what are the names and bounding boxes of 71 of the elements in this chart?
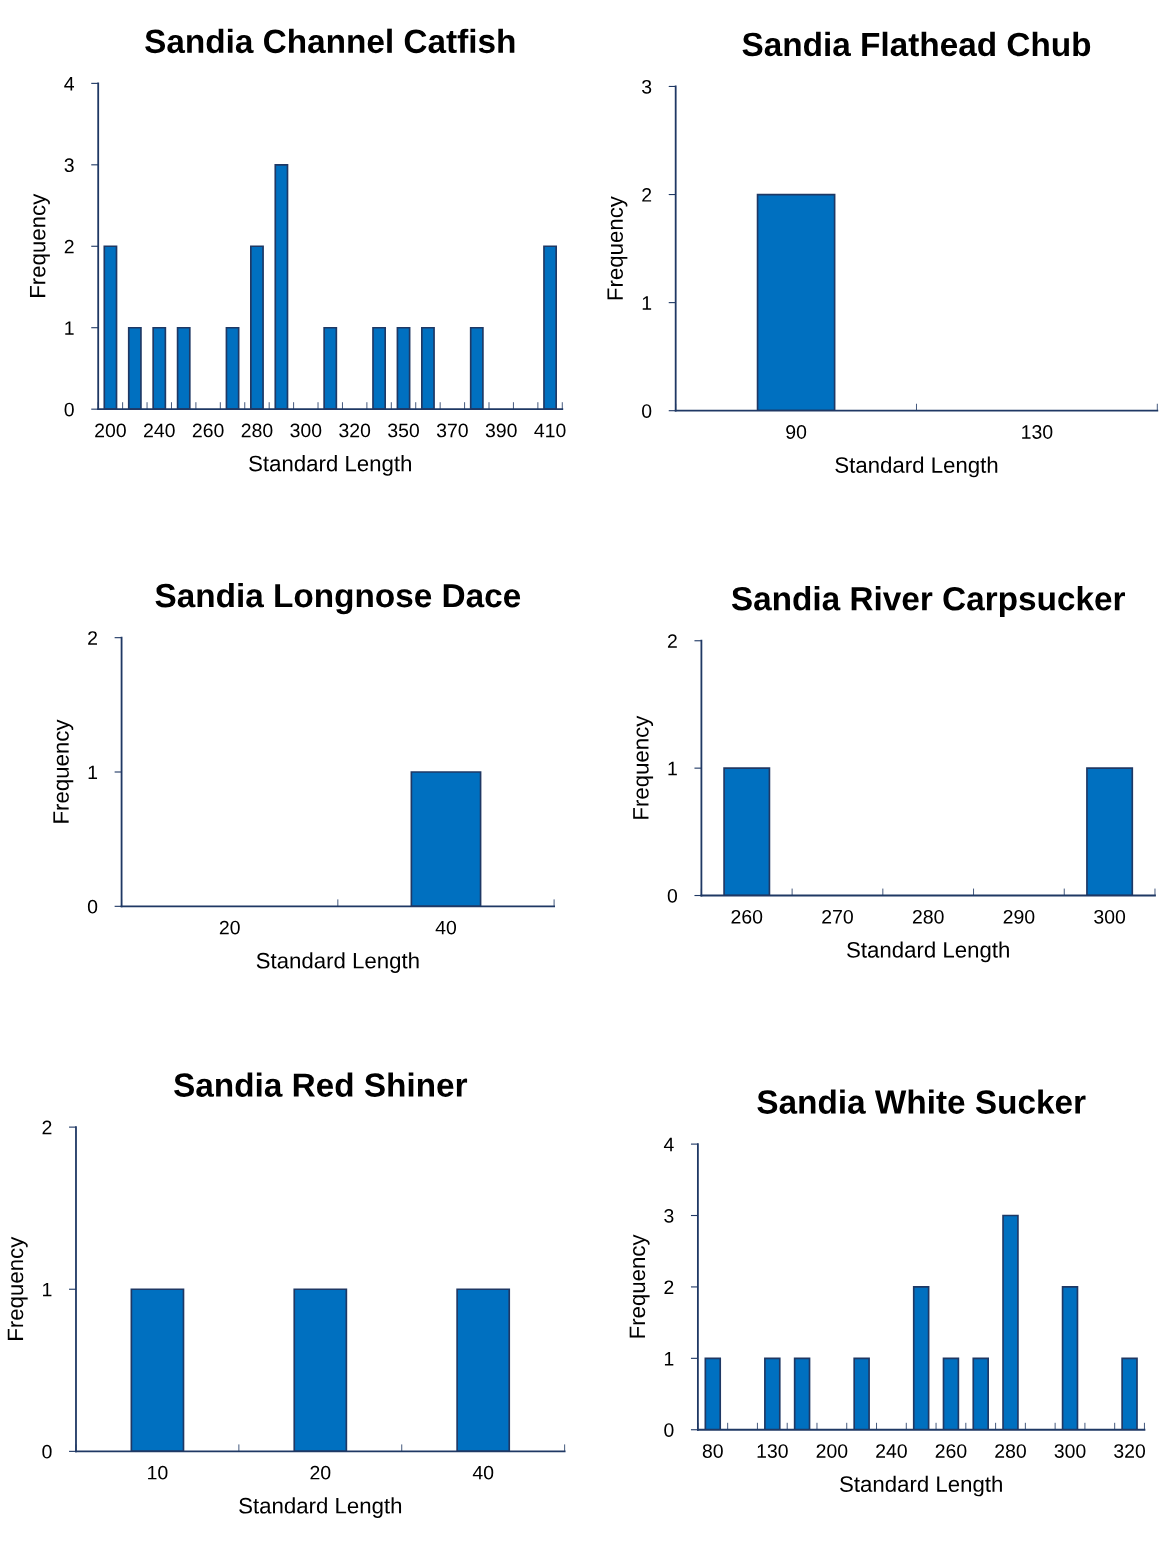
x-tick-label: 300 [1094,909,1126,924]
x-tick-label: 260 [731,909,763,924]
y-tick-label: 1 [668,761,677,776]
x-tick-label: 270 [822,909,853,924]
y-tick-label: 0 [664,1423,674,1437]
y-tick-label: 2 [642,188,652,202]
x-tick-label: 240 [876,1444,907,1458]
y-tick-label: 0 [42,1444,52,1459]
x-tick-label: 130 [1022,425,1053,439]
x-tick-label: 410 [534,423,566,438]
x-axis-title: Standard Length [256,952,419,973]
chart-title: Sandia Longnose Dace [155,582,521,615]
y-axis-title: Frequency [629,1234,650,1338]
x-tick-label: 300 [1054,1444,1086,1458]
x-tick-label: 20 [219,920,240,935]
x-axis-title: Standard Length [835,456,998,478]
y-tick-label: 2 [42,1120,52,1135]
y-tick-label: 1 [664,1352,674,1366]
x-axis-title: Standard Length [840,1475,1002,1497]
x-tick-label: 200 [95,423,126,438]
y-tick-label: 4 [64,77,75,91]
x-tick-label: 300 [290,423,322,438]
x-tick-label: 290 [1003,909,1035,924]
y-tick-label: 0 [667,888,678,903]
x-tick-label: 40 [435,920,457,935]
x-tick-label: 390 [485,423,517,438]
y-tick-label: 1 [642,296,652,310]
y-axis-title: Frequency [29,193,50,297]
x-tick-label: 320 [1114,1444,1146,1458]
y-tick-label: 3 [642,79,652,94]
y-tick-label: 0 [64,402,74,417]
y-tick-label: 3 [664,1208,674,1223]
x-tick-label: 130 [757,1444,788,1458]
x-axis-title: Standard Length [239,1497,402,1518]
y-axis-title: Frequency [53,719,74,823]
x-tick-label: 260 [935,1444,967,1458]
y-tick-label: 2 [64,239,74,254]
x-tick-label: 10 [148,1465,168,1480]
x-tick-label: 240 [144,423,175,438]
chart-title: Sandia Red Shiner [174,1072,468,1097]
chart-title: Sandia Channel Catfish [145,28,515,54]
y-tick-label: 2 [667,634,677,648]
y-axis-title: Frequency [607,196,628,300]
y-tick-label: 1 [88,765,98,780]
y-tick-label: 0 [642,404,652,418]
y-axis-title: Frequency [7,1236,28,1340]
x-axis-title: Standard Length [847,941,1009,963]
x-tick-label: 20 [310,1465,331,1480]
x-tick-label: 90 [786,425,807,439]
y-tick-label: 3 [64,158,74,173]
x-tick-label: 80 [702,1444,723,1458]
x-tick-label: 280 [241,423,273,438]
y-tick-label: 2 [88,631,97,645]
x-axis-title: Standard Length [249,455,411,476]
x-tick-label: 200 [816,1444,848,1458]
chart-title: Sandia White Sucker [757,1089,1086,1114]
x-tick-label: 370 [436,423,468,438]
x-tick-label: 350 [388,423,419,438]
y-axis-title: Frequency [633,715,654,819]
x-tick-label: 320 [339,423,371,438]
x-tick-label: 260 [192,423,224,438]
x-tick-label: 280 [995,1444,1026,1458]
y-tick-label: 0 [87,899,98,914]
x-tick-label: 40 [472,1465,494,1480]
y-tick-label: 1 [65,321,74,335]
chart-title: Sandia Flathead Chub [742,31,1091,57]
x-tick-label: 280 [912,909,944,924]
y-tick-label: 1 [43,1282,52,1297]
y-tick-label: 4 [663,1137,674,1152]
y-tick-label: 2 [664,1280,674,1294]
chart-title: Sandia River Carpsucker [731,586,1126,618]
